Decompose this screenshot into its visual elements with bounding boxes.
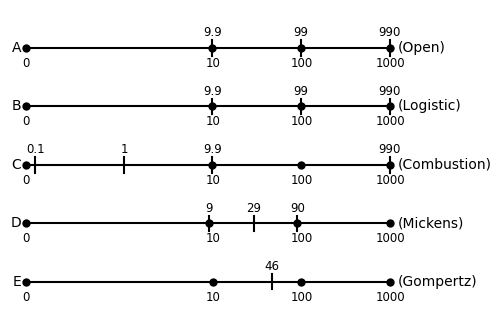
Text: 0: 0 [22, 115, 30, 128]
Text: 100: 100 [290, 57, 312, 70]
Text: 1000: 1000 [376, 57, 405, 70]
Text: 990: 990 [378, 85, 401, 98]
Text: 90: 90 [290, 202, 305, 214]
Text: 9.9: 9.9 [203, 26, 222, 39]
Text: 29: 29 [246, 202, 261, 214]
Text: 990: 990 [378, 26, 401, 39]
Text: 10: 10 [206, 291, 220, 304]
Text: (Logistic): (Logistic) [398, 99, 461, 113]
Text: 1000: 1000 [376, 291, 405, 304]
Text: 46: 46 [264, 260, 279, 273]
Text: 100: 100 [290, 174, 312, 187]
Text: 10: 10 [206, 232, 220, 245]
Text: (Gompertz): (Gompertz) [398, 275, 477, 289]
Text: 100: 100 [290, 291, 312, 304]
Text: 9: 9 [205, 202, 212, 214]
Text: (Mickens): (Mickens) [398, 216, 464, 230]
Text: 1000: 1000 [376, 115, 405, 128]
Text: 9.9: 9.9 [203, 143, 222, 156]
Text: 99: 99 [294, 85, 308, 98]
Text: C: C [12, 158, 21, 172]
Text: (Combustion): (Combustion) [398, 158, 492, 172]
Text: 0: 0 [22, 57, 30, 70]
Text: 0: 0 [22, 232, 30, 245]
Text: 1000: 1000 [376, 174, 405, 187]
Text: 9.9: 9.9 [203, 85, 222, 98]
Text: 1: 1 [120, 143, 128, 156]
Text: E: E [12, 275, 21, 289]
Text: (Open): (Open) [398, 41, 445, 55]
Text: 100: 100 [290, 115, 312, 128]
Text: 0: 0 [22, 291, 30, 304]
Text: 99: 99 [294, 26, 308, 39]
Text: 990: 990 [378, 143, 401, 156]
Text: B: B [12, 99, 21, 113]
Text: 0: 0 [22, 174, 30, 187]
Text: D: D [10, 216, 21, 230]
Text: 10: 10 [206, 174, 220, 187]
Text: A: A [12, 41, 21, 55]
Text: 1000: 1000 [376, 232, 405, 245]
Text: 10: 10 [206, 115, 220, 128]
Text: 0.1: 0.1 [26, 143, 44, 156]
Text: 100: 100 [290, 232, 312, 245]
Text: 10: 10 [206, 57, 220, 70]
